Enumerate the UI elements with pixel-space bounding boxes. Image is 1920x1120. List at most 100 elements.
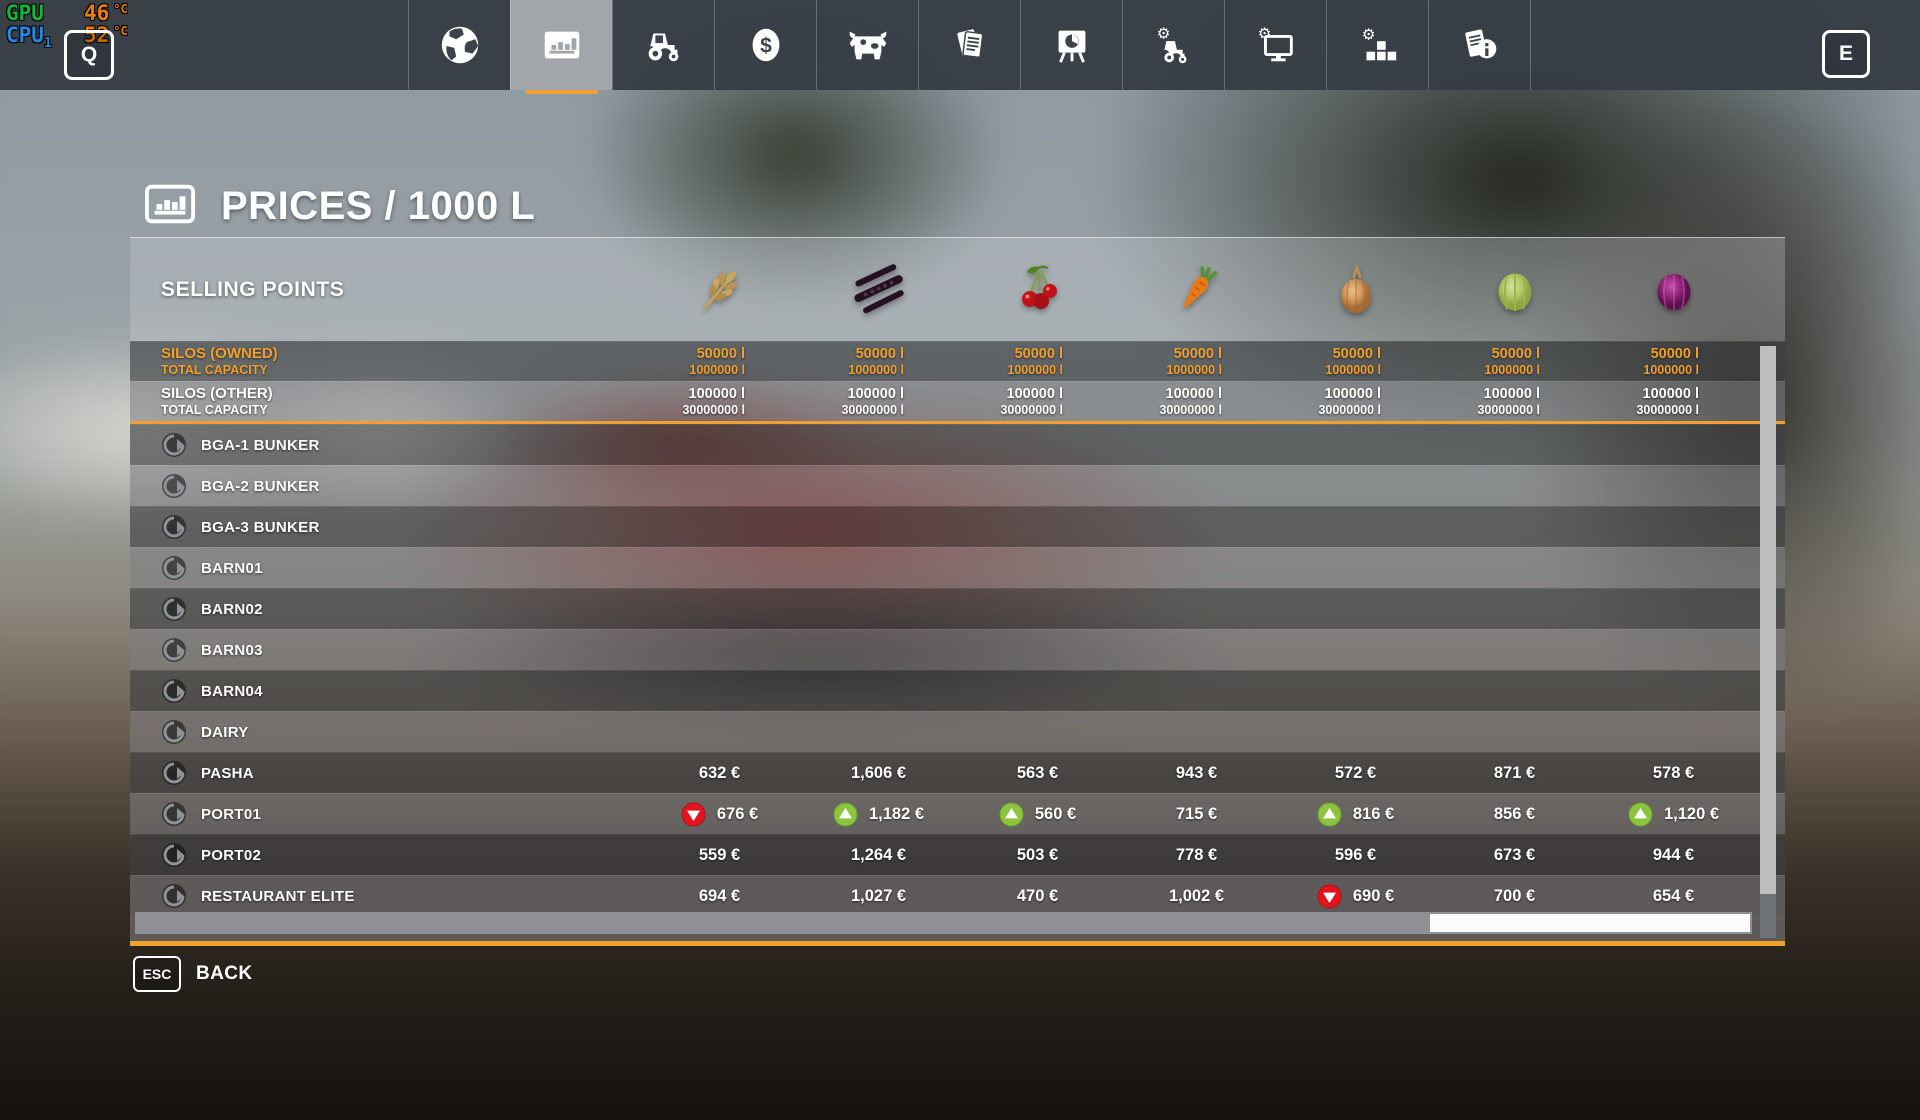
table-header: SELLING POINTS — [130, 238, 1785, 341]
dollar-coin-icon: $ — [743, 22, 789, 68]
price-cell: 715 € — [1117, 805, 1276, 824]
silo-capacity-cell: 50000 l 1000000 l — [958, 346, 1117, 378]
price-cell: 778 € — [1117, 846, 1276, 865]
tab-animals[interactable] — [816, 0, 918, 90]
tab-map[interactable] — [408, 0, 510, 90]
key-hint-q[interactable]: Q — [64, 30, 114, 80]
row-label: BGA-3 BUNKER — [201, 518, 320, 536]
price-value: 1,002 € — [1168, 886, 1225, 905]
row-label: BARN02 — [201, 600, 263, 618]
table-row: PORT01 676 € 1,182 € 560 € 715 € 816 € 856 € 1,… — [130, 793, 1785, 834]
price-cell: 563 € — [958, 764, 1117, 783]
sell-point-icon — [161, 432, 187, 458]
price-value: 596 € — [1334, 845, 1377, 864]
sell-point-icon — [161, 760, 187, 786]
svg-text:⚙: ⚙ — [1361, 25, 1375, 43]
page-title-row: PRICES / 1000 L — [145, 184, 535, 229]
tab-help[interactable] — [1428, 0, 1530, 90]
tab-prices[interactable] — [510, 0, 612, 94]
price-value: 700 € — [1493, 886, 1536, 905]
cow-icon — [845, 22, 891, 68]
tab-production[interactable] — [1020, 0, 1122, 90]
crop-bean-pods-icon — [799, 258, 958, 322]
silo-capacity-cell: 100000 l 30000000 l — [958, 386, 1117, 418]
sell-point-icon — [161, 842, 187, 868]
vertical-scrollbar[interactable] — [1760, 346, 1776, 938]
row-label-cell: BGA-2 BUNKER — [130, 473, 640, 499]
globe-icon — [437, 22, 483, 68]
trend-up-icon — [1628, 801, 1653, 827]
table-row: BGA-1 BUNKER — [130, 424, 1785, 465]
price-cell: 694 € — [640, 887, 799, 906]
price-cell: 596 € — [1276, 846, 1435, 865]
tab-vehicles[interactable] — [612, 0, 714, 90]
tab-finances[interactable]: $ — [714, 0, 816, 90]
tab-game-settings[interactable]: ⚙ — [1224, 0, 1326, 90]
price-cell: 943 € — [1117, 764, 1276, 783]
key-hint-esc[interactable]: ESC — [133, 956, 181, 992]
price-cell: 578 € — [1594, 764, 1753, 783]
table-row: BARN03 — [130, 629, 1785, 670]
silo-fill-value: 100000 l — [1642, 385, 1699, 402]
horizontal-scrollbar-handle[interactable] — [1430, 914, 1750, 932]
price-value: 654 € — [1652, 886, 1695, 905]
silo-fill-value: 50000 l — [1332, 345, 1381, 362]
sell-point-icon — [161, 514, 187, 540]
silo-capacity-cell: 50000 l 1000000 l — [640, 346, 799, 378]
silo-fill-value: 50000 l — [1014, 345, 1063, 362]
silo-capacity-value: 30000000 l — [1477, 402, 1540, 417]
silo-capacity-cell: 100000 l 30000000 l — [1594, 386, 1753, 418]
silo-capacity-cell: 50000 l 1000000 l — [1594, 346, 1753, 378]
silo-capacity-value: 1000000 l — [1484, 362, 1540, 377]
price-value: 470 € — [1016, 886, 1059, 905]
row-label: BARN01 — [201, 559, 263, 577]
table-row: BGA-3 BUNKER — [130, 506, 1785, 547]
price-cell: 572 € — [1276, 764, 1435, 783]
cpu-readout: CPU1 52 °C — [6, 24, 156, 51]
silo-capacity-cell: 50000 l 1000000 l — [1117, 346, 1276, 378]
tab-contracts[interactable] — [918, 0, 1020, 90]
table-row: PORT02 559 € 1,264 € 503 € 778 € 596 € 673 € 94… — [130, 834, 1785, 875]
price-cell: 700 € — [1435, 887, 1594, 906]
silo-capacity-value: 1000000 l — [1325, 362, 1381, 377]
price-value: 632 € — [698, 763, 741, 782]
silo-fill-value: 50000 l — [1173, 345, 1222, 362]
info-docs-icon — [1457, 22, 1503, 68]
silo-capacity-cell: 50000 l 1000000 l — [1276, 346, 1435, 378]
tab-general-settings[interactable]: ⚙ — [1326, 0, 1428, 90]
sell-point-icon — [161, 596, 187, 622]
silo-capacity-value: 30000000 l — [1318, 402, 1381, 417]
price-value: 1,027 € — [850, 886, 907, 905]
silo-capacity-value: 1000000 l — [689, 362, 745, 377]
row-label: BARN03 — [201, 641, 263, 659]
table-row: BGA-2 BUNKER — [130, 465, 1785, 506]
table-row: BARN04 — [130, 670, 1785, 711]
price-value: 871 € — [1493, 763, 1536, 782]
silo-capacity-cell: 100000 l 30000000 l — [1117, 386, 1276, 418]
price-cell: 673 € — [1435, 846, 1594, 865]
key-hint-q-label: Q — [80, 43, 98, 66]
row-label-cell: SILOS (OTHER) TOTAL CAPACITY — [130, 385, 640, 417]
silo-fill-value: 100000 l — [1324, 385, 1381, 402]
crop-red-cabbage-icon — [1594, 258, 1753, 322]
table-row-silos-other: SILOS (OTHER) TOTAL CAPACITY 100000 l 300… — [130, 381, 1785, 421]
vertical-scrollbar-handle[interactable] — [1760, 346, 1776, 894]
sell-point-icon — [161, 473, 187, 499]
horizontal-scrollbar[interactable] — [135, 912, 1752, 934]
nav-tabs: $ ⚙ ⚙ ⚙ — [408, 0, 1531, 94]
price-value: 778 € — [1175, 845, 1218, 864]
sell-point-icon — [161, 719, 187, 745]
price-cell: 1,027 € — [799, 887, 958, 906]
price-value: 676 € — [716, 804, 759, 823]
price-cell: 816 € — [1276, 801, 1435, 827]
price-cell: 560 € — [958, 801, 1117, 827]
silo-capacity-cell: 100000 l 30000000 l — [1435, 386, 1594, 418]
performance-overlay: GPU 46 °C CPU1 52 °C — [6, 2, 156, 51]
row-label: RESTAURANT ELITE — [201, 887, 355, 905]
cpu-label: CPU1 — [6, 23, 52, 52]
row-sublabel: TOTAL CAPACITY — [161, 402, 268, 417]
silo-fill-value: 100000 l — [688, 385, 745, 402]
selling-points-rows: BGA-1 BUNKER BGA-2 BUNKER BGA-3 BUNKER BARN… — [130, 424, 1785, 916]
tab-vehicle-settings[interactable]: ⚙ — [1122, 0, 1224, 90]
key-hint-e[interactable]: E — [1822, 30, 1870, 78]
